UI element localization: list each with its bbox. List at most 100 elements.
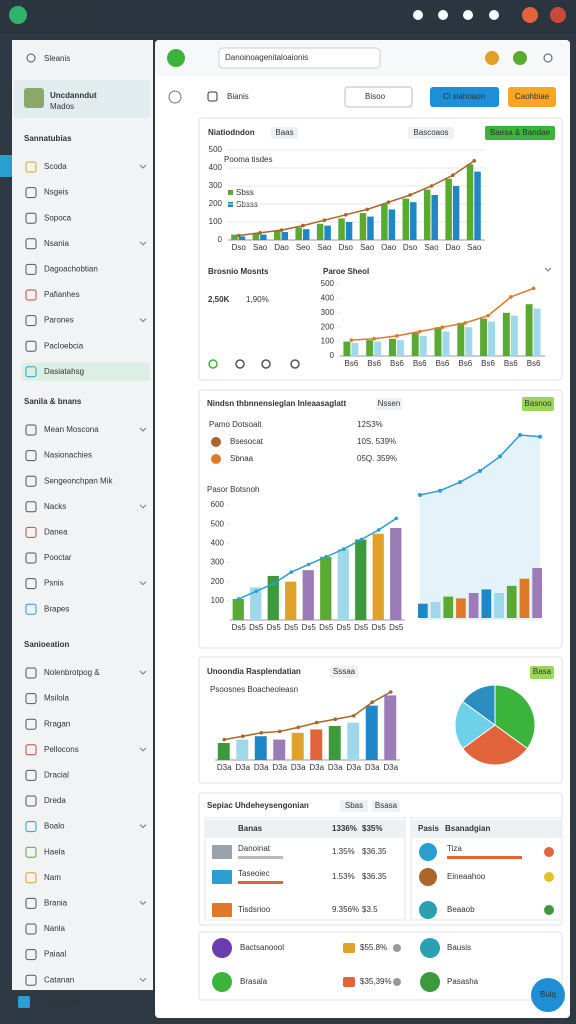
table-header-cell: $35% — [362, 824, 382, 833]
list-icon — [419, 901, 437, 919]
sidebar-item[interactable]: Sengeonchpan Mik — [44, 476, 113, 485]
bar — [273, 739, 286, 760]
sidebar-item[interactable]: Nsgeis — [44, 188, 68, 197]
sidebar-item[interactable]: Nolenbrotpog & — [44, 668, 100, 677]
sidebar-item[interactable]: Dagoachobtian — [44, 265, 98, 274]
main-logo — [167, 49, 185, 67]
sidebar-item[interactable]: Brania — [44, 899, 68, 908]
bar — [302, 229, 310, 240]
bar — [465, 327, 473, 356]
list-header — [411, 820, 562, 838]
sidebar-item[interactable]: Nanla — [44, 924, 65, 933]
sidebar-item[interactable]: Dracial — [44, 771, 69, 780]
sidebar-item[interactable]: Psnis — [44, 579, 64, 588]
item-icon — [25, 289, 37, 301]
stat-value: 05Q. 359% — [357, 454, 397, 463]
tag — [372, 800, 400, 812]
sidebar-item[interactable]: Msilola — [44, 694, 69, 703]
line-dot — [301, 223, 305, 228]
card-title: Unoondia Rasplendatian — [207, 667, 301, 676]
profile-name: Uncdanndut — [50, 91, 97, 100]
table-cell: $36.35 — [362, 847, 387, 856]
sidebar-item[interactable]: Brapes — [44, 604, 69, 613]
line-dot — [531, 286, 536, 291]
y-tick-label: 100 — [321, 337, 335, 346]
y-tick-label: 0 — [218, 235, 223, 244]
main-search: Danoinoagenitaloaionis — [225, 53, 308, 62]
item-icon — [25, 475, 37, 487]
x-tick-label: Ds5 — [232, 623, 247, 632]
fab[interactable] — [531, 978, 565, 1012]
secondary-button[interactable] — [508, 87, 556, 107]
sidebar-item[interactable]: Mean Moscona — [44, 425, 99, 434]
kpi-icon — [208, 359, 218, 369]
x-tick-label: Ds5 — [389, 623, 404, 632]
y-tick-label: 300 — [211, 558, 225, 567]
y-tick-label: 200 — [211, 577, 225, 586]
tag-text: Sssaa — [333, 667, 356, 676]
sidebar-item[interactable]: Danea — [44, 528, 68, 537]
sidebar-item[interactable]: Dasiatahsg — [44, 367, 84, 376]
stat-icon — [211, 437, 221, 447]
sidebar-item[interactable]: Pacloebcia — [44, 341, 84, 350]
list-cell: Beaaob — [447, 905, 475, 914]
line-dot — [429, 184, 434, 188]
area-dot — [478, 469, 482, 473]
chevron — [139, 241, 147, 246]
sidebar-item[interactable]: Boalo — [44, 822, 65, 831]
sidebar-item[interactable]: Dreda — [44, 796, 66, 805]
line-dot — [365, 207, 370, 212]
table-cell: $36.35 — [362, 872, 387, 881]
card-button-text: Baesa & Bandae — [490, 128, 551, 137]
bar — [295, 227, 302, 240]
bar — [457, 322, 465, 356]
sidebar-item[interactable]: Pellocons — [44, 745, 79, 754]
page-title: Bianis — [227, 92, 249, 101]
line-dot — [376, 528, 381, 532]
row-chip — [212, 903, 232, 917]
sidebar-item[interactable]: Scoda — [44, 162, 67, 171]
bar — [281, 231, 289, 240]
x-tick-label: Bs6 — [458, 359, 472, 368]
card-button[interactable] — [485, 126, 555, 140]
card-button[interactable] — [530, 666, 554, 679]
card-title: Nindsn thbnnensieglan Inleaasaglatt — [207, 399, 346, 408]
sidebar-item[interactable]: Pafianhes — [44, 290, 80, 299]
sidebar-item[interactable]: Nacks — [44, 502, 66, 511]
line-dot — [386, 200, 391, 204]
value-chip — [343, 943, 355, 953]
chevron — [139, 670, 147, 675]
card-button-text: Basa — [533, 667, 552, 676]
fab-text: Bulq — [540, 990, 556, 999]
sidebar-item[interactable]: Nsania — [44, 239, 69, 248]
sidebar-item[interactable]: Sopoca — [44, 213, 72, 222]
sidebar-item[interactable]: Nam — [44, 873, 61, 882]
card-button[interactable] — [522, 397, 554, 411]
bar — [316, 223, 324, 240]
sidebar-item[interactable]: Nasionachies — [44, 451, 92, 460]
bar — [452, 186, 460, 240]
x-tick-label: Bs6 — [344, 359, 358, 368]
sidebar-item[interactable]: Rragan — [44, 719, 70, 728]
sidebar-item[interactable]: Catanan — [44, 975, 74, 984]
sidebar-item[interactable]: Haela — [44, 847, 65, 856]
line-dot — [277, 729, 282, 734]
bar — [285, 581, 297, 620]
primary-button[interactable] — [430, 87, 499, 107]
line-dot — [324, 554, 329, 559]
x-tick-label: Bs6 — [390, 359, 404, 368]
sidebar-item[interactable]: Pooctar — [44, 553, 72, 562]
sidebar-item[interactable]: Paiaal — [44, 950, 66, 959]
bar — [351, 343, 359, 356]
top-bar — [0, 0, 576, 34]
sidebar-item[interactable]: Parones — [44, 316, 74, 325]
x-tick-label: D3a — [235, 763, 250, 772]
value-chip — [343, 977, 355, 987]
pie-slice — [454, 700, 496, 750]
tag — [376, 398, 402, 410]
x-tick-label: D3a — [383, 763, 398, 772]
bar — [434, 327, 442, 356]
list-check — [544, 872, 554, 882]
line-dot — [372, 336, 376, 341]
bar — [217, 743, 230, 760]
